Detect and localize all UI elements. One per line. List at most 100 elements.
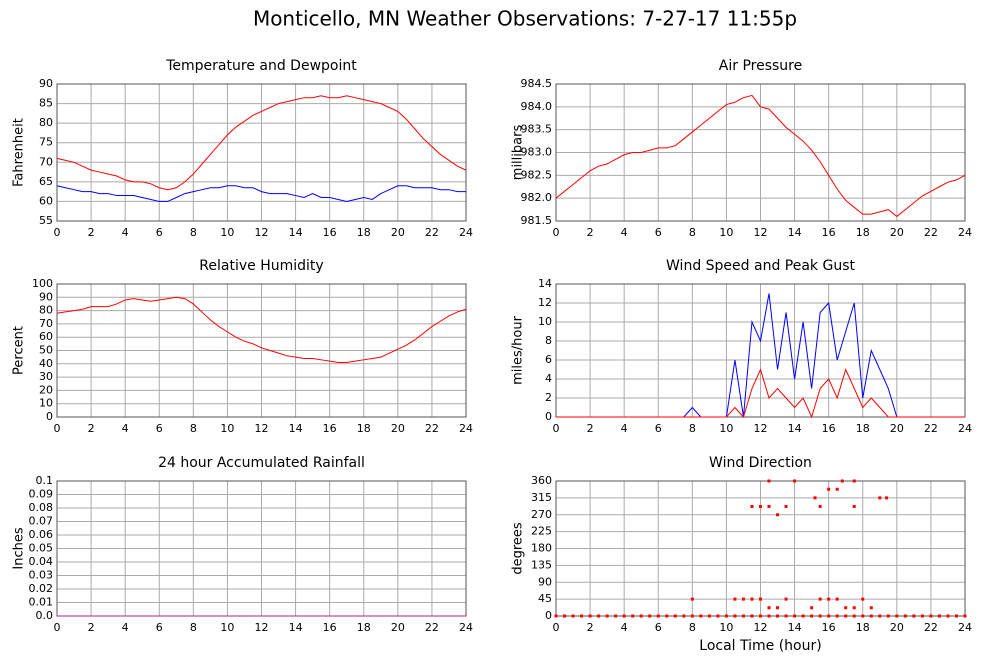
- data-point: [818, 614, 822, 618]
- x-tick-label: 16: [323, 422, 337, 435]
- chart-panel: Wind Direction degrees Local Time (hour) 0 4…: [511, 455, 973, 654]
- x-tick-label: 22: [924, 226, 938, 239]
- data-point: [759, 614, 762, 618]
- data-point: [801, 614, 805, 618]
- data-point: [885, 496, 889, 500]
- y-tick-label: 70: [39, 317, 53, 330]
- x-tick-label: 4: [621, 422, 628, 435]
- data-point: [733, 614, 737, 618]
- x-tick-label: 20: [391, 621, 405, 634]
- x-tick-label: 12: [255, 422, 269, 435]
- data-point: [963, 614, 967, 618]
- data-point: [776, 606, 780, 610]
- y-tick-label: 2: [545, 391, 552, 404]
- data-point: [840, 479, 844, 483]
- x-tick-label: 12: [754, 621, 768, 634]
- x-tick-label: 24: [459, 226, 473, 239]
- data-point: [690, 614, 694, 618]
- data-point: [852, 614, 856, 618]
- data-point: [937, 614, 941, 618]
- chart-title: Relative Humidity: [199, 258, 323, 274]
- y-tick-label: 135: [531, 558, 552, 571]
- data-point: [784, 597, 788, 601]
- x-tick-label: 10: [220, 422, 234, 435]
- chart-title: Temperature and Dewpoint: [165, 58, 357, 74]
- y-tick-label: 10: [39, 397, 53, 410]
- plot-frame: [56, 283, 467, 418]
- chart-panel: 24 hour Accumulated RainfallInches0.00.0…: [12, 455, 474, 634]
- x-tick-label: 22: [425, 422, 439, 435]
- x-tick-label: 14: [788, 226, 802, 239]
- x-tick-label: 2: [587, 226, 594, 239]
- data-point: [793, 479, 797, 483]
- data-point: [639, 614, 643, 618]
- data-point: [724, 614, 728, 618]
- x-tick-label: 14: [289, 422, 303, 435]
- x-tick-label: 2: [88, 621, 95, 634]
- x-tick-label: 6: [655, 422, 662, 435]
- y-tick-label: 70: [39, 155, 53, 168]
- chart-title: 24 hour Accumulated Rainfall: [158, 455, 365, 471]
- x-tick-label: 14: [788, 621, 802, 634]
- y-tick-label: 982.5: [521, 168, 553, 181]
- data-point: [852, 505, 856, 508]
- data-point: [690, 597, 694, 601]
- data-point: [861, 614, 865, 618]
- data-point: [784, 505, 788, 508]
- y-tick-label: 65: [39, 175, 53, 188]
- data-point: [741, 614, 745, 618]
- data-point: [767, 606, 771, 610]
- y-tick-label: 75: [39, 136, 53, 149]
- y-tick-label: 0.06: [29, 528, 54, 541]
- x-tick-label: 6: [156, 621, 163, 634]
- x-tick-label: 2: [88, 422, 95, 435]
- data-point: [869, 606, 873, 610]
- y-tick-label: 6: [545, 353, 552, 366]
- y-tick-label: 90: [538, 575, 552, 588]
- data-point: [810, 614, 814, 618]
- x-tick-label: 6: [655, 621, 662, 634]
- x-tick-label: 16: [822, 226, 836, 239]
- y-tick-label: 981.5: [521, 214, 553, 227]
- y-tick-label: 80: [39, 116, 53, 129]
- x-axis-label: Local Time (hour): [699, 638, 821, 654]
- data-point: [767, 614, 771, 618]
- x-tick-label: 8: [689, 621, 696, 634]
- y-tick-label: 983.0: [521, 146, 553, 159]
- data-point: [827, 487, 831, 491]
- x-tick-label: 12: [754, 422, 768, 435]
- x-tick-label: 0: [553, 422, 560, 435]
- x-tick-label: 2: [587, 621, 594, 634]
- x-tick-label: 10: [220, 226, 234, 239]
- x-tick-label: 14: [289, 621, 303, 634]
- data-point: [614, 614, 618, 618]
- data-point: [920, 614, 924, 618]
- x-tick-label: 16: [822, 621, 836, 634]
- data-point: [759, 505, 762, 508]
- y-tick-label: 60: [39, 194, 53, 207]
- data-point: [707, 614, 711, 618]
- y-tick-label: 360: [531, 474, 552, 487]
- x-tick-label: 4: [122, 226, 129, 239]
- y-tick-label: 20: [39, 383, 53, 396]
- x-tick-label: 18: [357, 621, 371, 634]
- y-tick-label: 984.0: [521, 100, 553, 113]
- x-tick-label: 24: [958, 226, 972, 239]
- x-tick-label: 4: [621, 226, 628, 239]
- data-point: [946, 614, 950, 618]
- data-point: [622, 614, 626, 618]
- data-line: [56, 95, 467, 191]
- x-tick-label: 10: [719, 621, 733, 634]
- data-point: [818, 597, 822, 601]
- data-point: [750, 597, 754, 601]
- data-point: [597, 614, 601, 618]
- x-tick-label: 10: [220, 621, 234, 634]
- y-tick-label: 0.08: [29, 501, 54, 514]
- y-axis-label: Inches: [12, 527, 27, 569]
- y-tick-label: 90: [39, 290, 53, 303]
- data-line: [555, 94, 966, 218]
- data-point: [954, 614, 958, 618]
- data-point: [852, 606, 856, 610]
